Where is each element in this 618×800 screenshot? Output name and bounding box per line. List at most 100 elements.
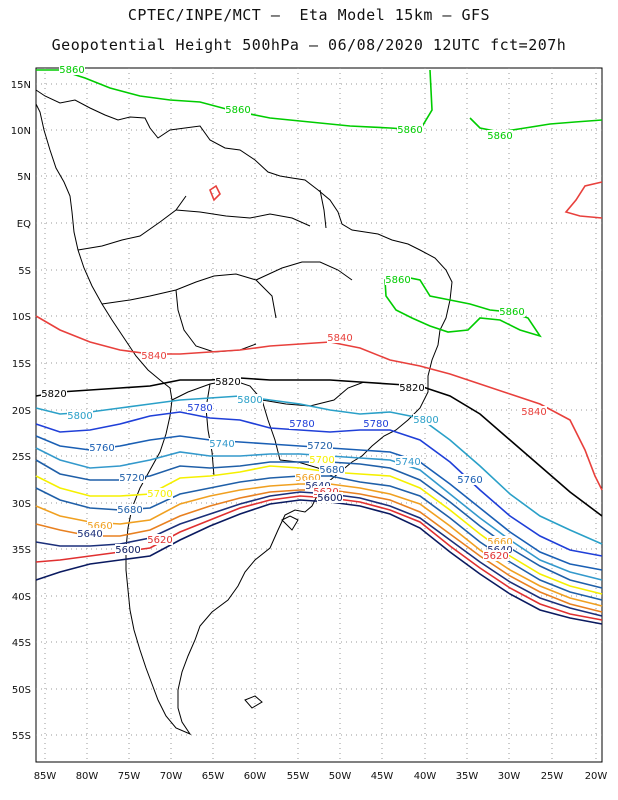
lon-tick-label: 75W bbox=[118, 771, 141, 782]
lat-tick-label: 45S bbox=[12, 638, 31, 649]
contour-label: 5800 bbox=[237, 395, 262, 406]
coastlines bbox=[35, 89, 453, 736]
contour-label: 5780 bbox=[363, 419, 388, 430]
contour-label-bg bbox=[59, 64, 85, 75]
contour-label-bg bbox=[309, 454, 335, 465]
lat-tick-label: 15N bbox=[11, 80, 31, 91]
contour-label-bg bbox=[305, 480, 331, 491]
contour-5580 bbox=[35, 499, 603, 625]
contour-5860-brazil bbox=[384, 275, 542, 338]
lat-tick-label: 5N bbox=[17, 172, 31, 183]
contour-label: 5760 bbox=[89, 443, 114, 454]
contour-label: 5840 bbox=[521, 407, 546, 418]
contour-label: 5660 bbox=[295, 473, 320, 484]
contour-label-bg bbox=[487, 544, 513, 555]
map-title: CPTEC/INPE/MCT – Eta Model 15km – GFS bbox=[127, 6, 491, 24]
contour-label: 5840 bbox=[327, 333, 352, 344]
contour-label-bg bbox=[487, 130, 513, 141]
contour-label-bg bbox=[117, 504, 143, 515]
contour-label: 5860 bbox=[487, 131, 512, 142]
contour-label: 5720 bbox=[119, 473, 144, 484]
lon-tick-label: 35W bbox=[456, 771, 479, 782]
contour-label: 5800 bbox=[413, 415, 438, 426]
contour-label-bg bbox=[413, 414, 439, 425]
contour-label-bg bbox=[237, 394, 263, 405]
contour-label-bg bbox=[41, 388, 67, 399]
axis-ticks: 15N 10N 5N EQ 5S 10S 15S 20S 25S 30S 35S 40S 45S 50S 5… bbox=[11, 80, 608, 782]
contour-label: 5600 bbox=[317, 493, 342, 504]
contour-label: 5740 bbox=[395, 457, 420, 468]
lat-tick-label: 55S bbox=[12, 731, 31, 742]
contour-label: 5860 bbox=[499, 307, 524, 318]
contour-label-bg bbox=[487, 536, 513, 547]
contour-label-bg bbox=[209, 438, 235, 449]
contour-labels: 5860 5860 5860 5860 5860 5860 5840 5840 5840 5820… bbox=[41, 64, 547, 562]
lon-tick-label: 60W bbox=[244, 771, 267, 782]
contour-label-bg bbox=[89, 442, 115, 453]
lat-tick-label: 25S bbox=[12, 452, 31, 463]
contour-label-bg bbox=[457, 474, 483, 485]
lon-tick-label: 55W bbox=[287, 771, 310, 782]
contour-label: 5660 bbox=[87, 521, 112, 532]
contour-label-bg bbox=[119, 472, 145, 483]
contour-label: 5840 bbox=[141, 351, 166, 362]
lat-tick-label: 15S bbox=[12, 359, 31, 370]
contour-label-bg bbox=[147, 534, 173, 545]
contour-label-bg bbox=[225, 104, 251, 115]
contour-label-bg bbox=[499, 306, 525, 317]
contour-label: 5720 bbox=[307, 441, 332, 452]
lon-tick-label: 30W bbox=[498, 771, 521, 782]
lat-tick-label: 10N bbox=[11, 126, 31, 137]
contour-label: 5780 bbox=[289, 419, 314, 430]
contour-label-bg bbox=[87, 520, 113, 531]
contour-label-bg bbox=[77, 528, 103, 539]
contour-label: 5760 bbox=[457, 475, 482, 486]
lat-tick-label: 30S bbox=[12, 499, 31, 510]
lon-tick-label: 50W bbox=[329, 771, 352, 782]
contour-label: 5640 bbox=[77, 529, 102, 540]
contour-label-bg bbox=[215, 376, 241, 387]
contour-label-bg bbox=[307, 440, 333, 451]
contour-label-bg bbox=[313, 486, 339, 497]
lon-tick-label: 80W bbox=[76, 771, 99, 782]
lat-tick-label: 40S bbox=[12, 592, 31, 603]
contour-label-bg bbox=[147, 488, 173, 499]
lon-tick-label: 40W bbox=[414, 771, 437, 782]
contour-label-bg bbox=[289, 418, 315, 429]
contour-label-bg bbox=[327, 332, 353, 343]
contour-5780 bbox=[35, 411, 603, 557]
contour-label: 5860 bbox=[225, 105, 250, 116]
contour-label-bg bbox=[363, 418, 389, 429]
lat-tick-label: 5S bbox=[18, 266, 31, 277]
lat-tick-label: 50S bbox=[12, 685, 31, 696]
lon-tick-label: 85W bbox=[34, 771, 57, 782]
contour-label: 5660 bbox=[487, 537, 512, 548]
contour-label: 5820 bbox=[215, 377, 240, 388]
contour-label: 5820 bbox=[399, 383, 424, 394]
contour-label: 5820 bbox=[41, 389, 66, 400]
contour-label: 5620 bbox=[483, 551, 508, 562]
contour-label-bg bbox=[295, 472, 321, 483]
contour-label: 5620 bbox=[147, 535, 172, 546]
contour-5840 bbox=[35, 315, 603, 491]
contour-label-bg bbox=[187, 402, 213, 413]
lon-tick-label: 65W bbox=[202, 771, 225, 782]
contour-label: 5680 bbox=[117, 505, 142, 516]
contour-label: 5700 bbox=[147, 489, 172, 500]
contour-label: 5700 bbox=[309, 455, 334, 466]
lon-tick-label: 70W bbox=[160, 771, 183, 782]
contour-label: 5740 bbox=[209, 439, 234, 450]
contour-label-bg bbox=[395, 456, 421, 467]
contour-label: 5860 bbox=[385, 275, 410, 286]
map-frame bbox=[35, 67, 603, 763]
contour-5840-east bbox=[564, 181, 603, 219]
contour-5840-amazon bbox=[209, 184, 221, 202]
contour-label: 5680 bbox=[319, 465, 344, 476]
contour-label: 5860 bbox=[59, 65, 84, 76]
contour-label-bg bbox=[483, 550, 509, 561]
contour-label: 5800 bbox=[67, 411, 92, 422]
contour-label: 5600 bbox=[115, 545, 140, 556]
lat-tick-label: 10S bbox=[12, 312, 31, 323]
contour-5860-east bbox=[469, 117, 603, 133]
contour-label-bg bbox=[385, 274, 411, 285]
